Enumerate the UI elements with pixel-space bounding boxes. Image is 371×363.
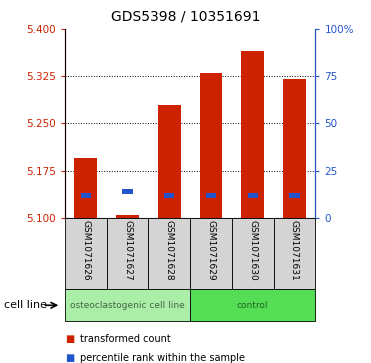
Bar [164, 193, 174, 198]
Bar [200, 73, 223, 218]
Bar [158, 105, 181, 218]
Bar [122, 189, 133, 194]
Bar [283, 79, 306, 218]
Bar [116, 215, 139, 218]
Bar [81, 193, 91, 198]
Bar [107, 218, 148, 289]
Bar [241, 51, 264, 218]
Text: GSM1071630: GSM1071630 [248, 220, 257, 281]
Text: GSM1071628: GSM1071628 [165, 220, 174, 281]
Text: cell line: cell line [4, 300, 47, 310]
Bar [148, 218, 190, 289]
Text: GSM1071626: GSM1071626 [81, 220, 90, 281]
Bar [74, 158, 97, 218]
Bar [247, 193, 258, 198]
Text: ■: ■ [65, 352, 74, 363]
Text: transformed count: transformed count [80, 334, 171, 344]
Text: GDS5398 / 10351691: GDS5398 / 10351691 [111, 9, 260, 23]
Text: osteoclastogenic cell line: osteoclastogenic cell line [70, 301, 185, 310]
Text: ■: ■ [65, 334, 74, 344]
Text: GSM1071629: GSM1071629 [207, 220, 216, 281]
Text: GSM1071631: GSM1071631 [290, 220, 299, 281]
Text: percentile rank within the sample: percentile rank within the sample [80, 352, 245, 363]
Bar [232, 218, 273, 289]
Bar [206, 193, 216, 198]
Bar [65, 218, 107, 289]
Bar [273, 218, 315, 289]
Bar [65, 289, 190, 321]
Text: control: control [237, 301, 269, 310]
Bar [190, 218, 232, 289]
Bar [289, 193, 300, 198]
Bar [190, 289, 315, 321]
Text: GSM1071627: GSM1071627 [123, 220, 132, 281]
